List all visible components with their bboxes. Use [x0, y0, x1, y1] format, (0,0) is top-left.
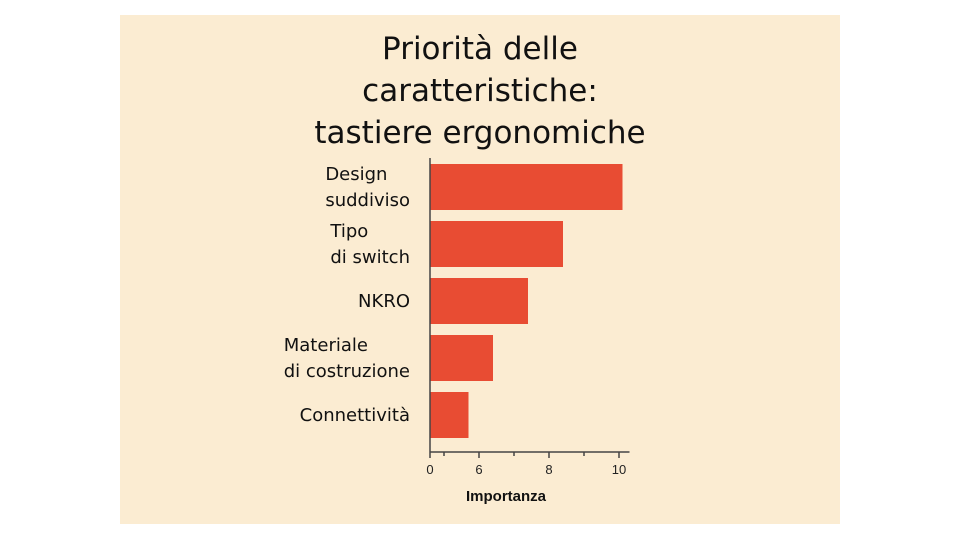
x-tick-label-0: 0: [426, 462, 433, 477]
category-label-1: Tipo di switch: [329, 221, 410, 268]
x-tick-label-6: 6: [475, 462, 482, 477]
category-label-2: NKRO: [358, 291, 410, 312]
category-labels: Design suddiviso Tipo di switch NKRO Material…: [284, 164, 410, 426]
category-label-1-line-1: di switch: [330, 247, 410, 268]
category-label-4: Connettività: [300, 405, 410, 426]
chart-title-line-1: Priorità delle: [382, 31, 578, 67]
bar-4: [430, 392, 469, 438]
bars-group: [430, 164, 623, 438]
category-label-4-line-0: Connettività: [300, 405, 410, 426]
bar-2: [430, 278, 528, 324]
bar-3: [430, 335, 493, 381]
category-label-3-line-0: Materiale: [284, 335, 368, 356]
category-label-2-line-0: NKRO: [358, 291, 410, 312]
category-label-3: Materiale di costruzione: [284, 335, 410, 382]
slide-background: [120, 15, 840, 524]
x-axis: 0 6 8 10: [426, 158, 630, 477]
category-label-1-line-0: Tipo: [329, 221, 368, 242]
chart-title-line-3: tastiere ergonomiche: [314, 115, 646, 151]
category-label-3-line-1: di costruzione: [284, 361, 410, 382]
bar-1: [430, 221, 563, 267]
chart-title-line-2: caratteristiche:: [362, 73, 598, 109]
x-tick-label-10: 10: [612, 462, 626, 477]
category-label-0: Design suddiviso: [325, 164, 410, 211]
category-label-0-line-1: suddiviso: [325, 190, 410, 211]
category-label-0-line-0: Design: [325, 164, 387, 185]
x-axis-title: Importanza: [466, 488, 547, 505]
x-tick-label-8: 8: [545, 462, 552, 477]
chart-title: Priorità delle caratteristiche: tastiere…: [120, 28, 840, 154]
bar-0: [430, 164, 623, 210]
